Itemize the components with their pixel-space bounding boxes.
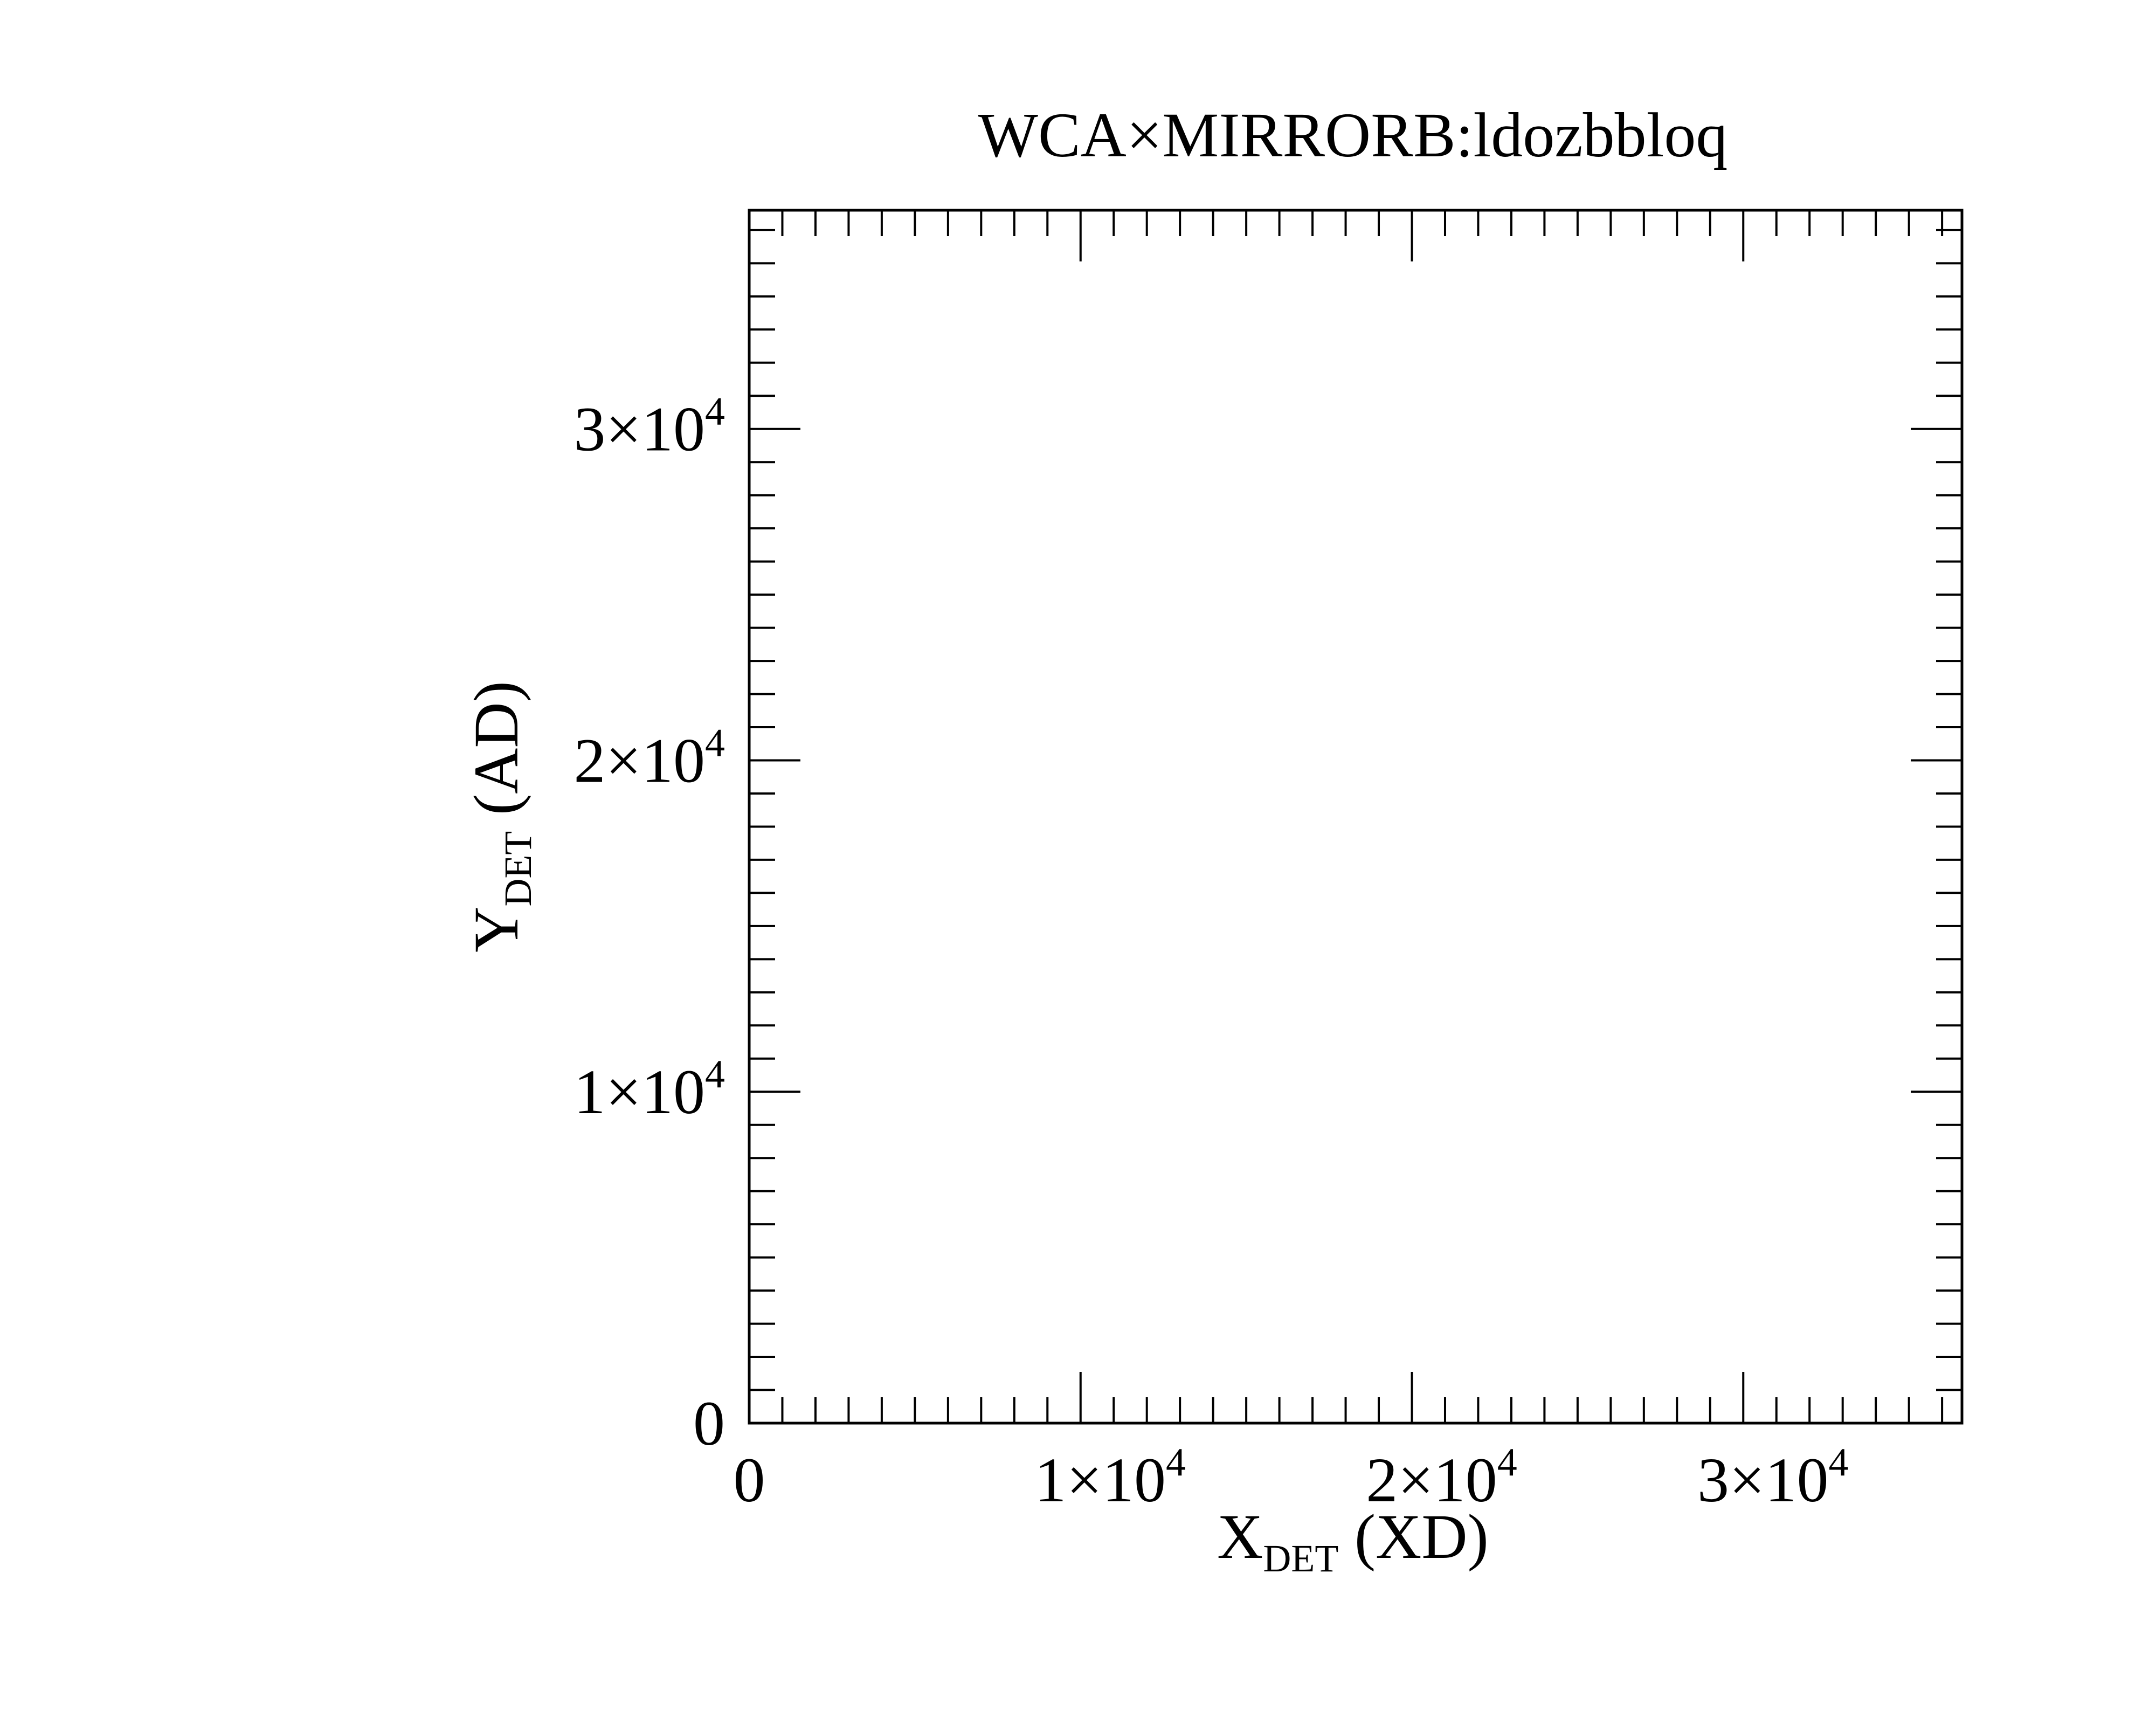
y-tick-label-mantissa: 3×10 — [573, 394, 705, 465]
y-tick-label: 3×104 — [573, 390, 725, 465]
x-tick-label: 1×104 — [1034, 1440, 1186, 1515]
x-axis-label-main: X — [1217, 1501, 1263, 1572]
x-tick-label: 3×104 — [1697, 1440, 1849, 1515]
y-tick-label: 2×104 — [573, 721, 725, 796]
y-tick-label-exponent: 4 — [705, 1052, 725, 1096]
plot-frame — [748, 209, 1964, 1425]
y-tick-label-mantissa: 2×10 — [573, 725, 705, 796]
axis-ticks — [748, 210, 1962, 1424]
y-axis-label-sub: DET — [496, 831, 540, 907]
y-tick-label: 1×104 — [573, 1052, 725, 1127]
x-tick-label-mantissa: 0 — [734, 1445, 765, 1515]
y-axis-label-main: Y — [461, 907, 531, 953]
x-axis-label-sub: DET — [1263, 1537, 1338, 1580]
y-axis-label-unit: (AD) — [461, 681, 531, 831]
y-tick-label-exponent: 4 — [705, 721, 725, 765]
x-axis-label-unit: (XD) — [1338, 1501, 1489, 1572]
y-tick-label-mantissa: 0 — [693, 1388, 725, 1459]
y-tick-label-mantissa: 1×10 — [573, 1057, 705, 1127]
y-tick-label-exponent: 4 — [705, 390, 725, 434]
x-tick-label-exponent: 4 — [1166, 1440, 1186, 1485]
chart-title: WCA×MIRRORB:ldozbbloq — [978, 100, 1728, 170]
x-tick-label-exponent: 4 — [1497, 1440, 1517, 1485]
x-tick-label-mantissa: 1×10 — [1034, 1445, 1166, 1515]
x-tick-labels: 0 1×104 2×104 3×104 — [734, 1440, 1849, 1515]
x-tick-label-exponent: 4 — [1829, 1440, 1849, 1485]
x-tick-label: 2×104 — [1366, 1440, 1517, 1515]
y-axis-label: YDET (AD) — [461, 681, 540, 953]
x-tick-label-mantissa: 2×10 — [1366, 1445, 1497, 1515]
x-axis-label: XDET (XD) — [1217, 1501, 1489, 1580]
x-tick-label: 0 — [734, 1445, 765, 1515]
x-tick-label-mantissa: 3×10 — [1697, 1445, 1829, 1515]
y-tick-label: 0 — [693, 1388, 725, 1459]
